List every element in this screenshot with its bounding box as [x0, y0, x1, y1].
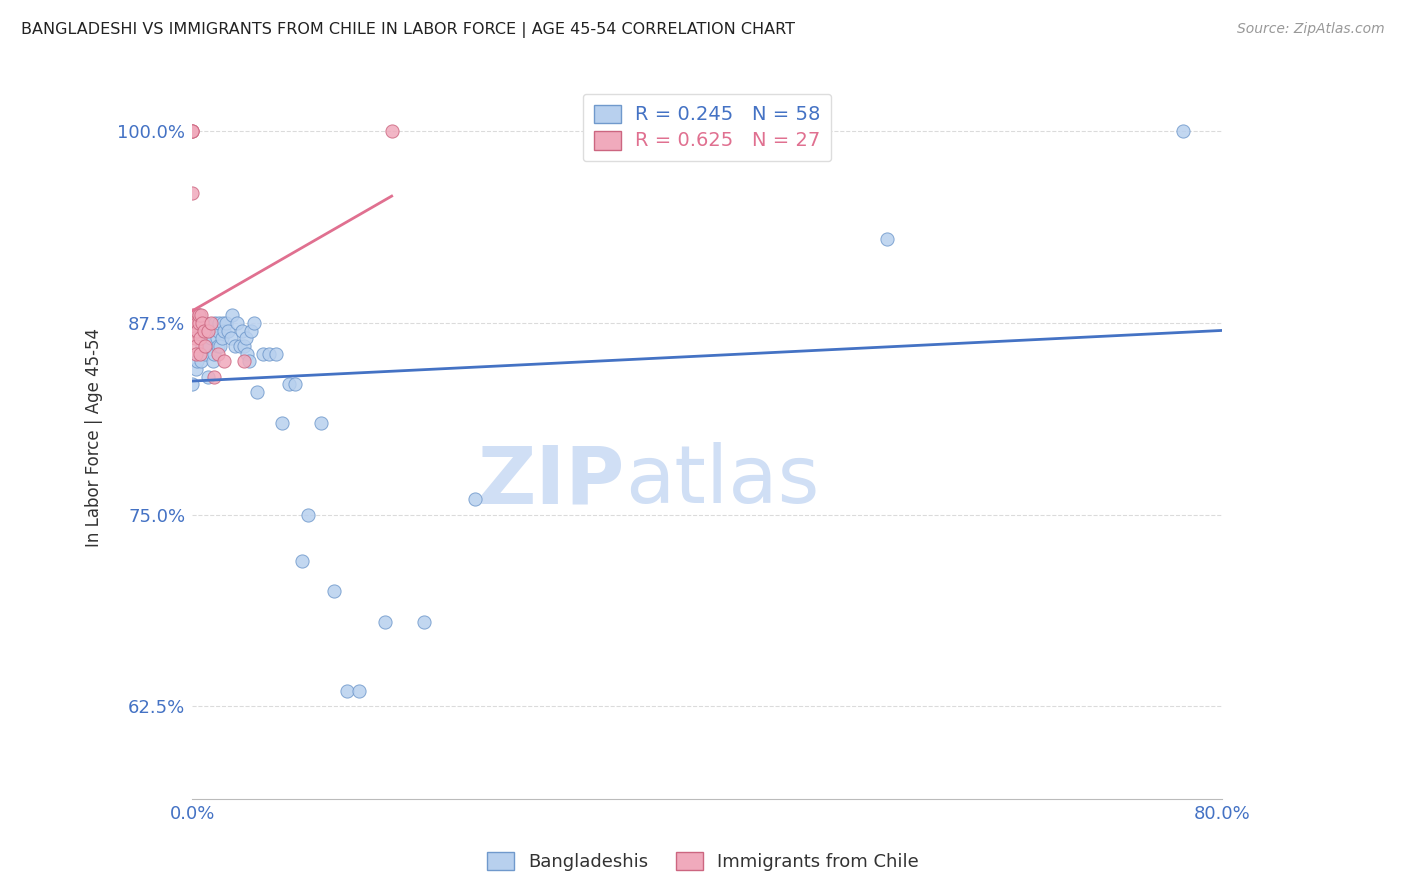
- Point: [1173, 124, 1195, 138]
- Point: [186, 316, 208, 330]
- Point: [277, 377, 299, 392]
- Point: [200, 316, 222, 330]
- Point: [224, 339, 246, 353]
- Point: [200, 331, 222, 345]
- Point: [221, 308, 243, 322]
- Point: [381, 124, 404, 138]
- Point: [207, 324, 229, 338]
- Point: [238, 354, 260, 368]
- Point: [197, 369, 219, 384]
- Point: [252, 346, 274, 360]
- Point: [208, 316, 231, 330]
- Point: [322, 584, 344, 599]
- Text: atlas: atlas: [624, 442, 820, 520]
- Point: [194, 346, 217, 360]
- Point: [191, 339, 214, 353]
- Point: [198, 339, 221, 353]
- Point: [187, 308, 209, 322]
- Point: [226, 316, 249, 330]
- Text: Source: ZipAtlas.com: Source: ZipAtlas.com: [1237, 22, 1385, 37]
- Point: [197, 324, 219, 338]
- Point: [181, 186, 204, 200]
- Point: [209, 339, 232, 353]
- Point: [187, 324, 209, 338]
- Text: BANGLADESHI VS IMMIGRANTS FROM CHILE IN LABOR FORCE | AGE 45-54 CORRELATION CHAR: BANGLADESHI VS IMMIGRANTS FROM CHILE IN …: [21, 22, 794, 38]
- Point: [194, 339, 217, 353]
- Point: [284, 377, 307, 392]
- Point: [232, 339, 254, 353]
- Point: [188, 346, 211, 360]
- Point: [245, 384, 267, 399]
- Point: [412, 615, 434, 629]
- Point: [259, 346, 281, 360]
- Point: [184, 339, 207, 353]
- Point: [271, 416, 294, 430]
- Point: [188, 331, 211, 345]
- Point: [202, 369, 225, 384]
- Point: [231, 324, 253, 338]
- Point: [186, 324, 208, 338]
- Point: [236, 346, 259, 360]
- Point: [229, 339, 252, 353]
- Point: [183, 324, 205, 338]
- Legend: R = 0.245   N = 58, R = 0.625   N = 27: R = 0.245 N = 58, R = 0.625 N = 27: [583, 94, 831, 161]
- Point: [183, 331, 205, 345]
- Point: [193, 324, 215, 338]
- Point: [207, 339, 229, 353]
- Point: [181, 124, 204, 138]
- Point: [193, 324, 215, 338]
- Text: ZIP: ZIP: [478, 442, 624, 520]
- Point: [183, 308, 205, 322]
- Y-axis label: In Labor Force | Age 45-54: In Labor Force | Age 45-54: [86, 328, 103, 548]
- Point: [264, 346, 287, 360]
- Point: [187, 308, 209, 322]
- Point: [235, 331, 257, 345]
- Point: [190, 308, 212, 322]
- Point: [202, 346, 225, 360]
- Point: [217, 324, 239, 338]
- Point: [204, 316, 226, 330]
- Point: [336, 684, 359, 698]
- Point: [290, 554, 312, 568]
- Point: [374, 615, 396, 629]
- Point: [191, 316, 214, 330]
- Point: [184, 346, 207, 360]
- Point: [214, 316, 236, 330]
- Point: [190, 354, 212, 368]
- Point: [194, 316, 217, 330]
- Point: [181, 124, 204, 138]
- Point: [297, 508, 319, 522]
- Legend: Bangladeshis, Immigrants from Chile: Bangladeshis, Immigrants from Chile: [479, 845, 927, 879]
- Point: [349, 684, 371, 698]
- Point: [186, 354, 208, 368]
- Point: [201, 354, 224, 368]
- Point: [212, 316, 235, 330]
- Point: [240, 324, 263, 338]
- Point: [214, 324, 236, 338]
- Point: [211, 331, 233, 345]
- Point: [205, 331, 228, 345]
- Point: [232, 354, 254, 368]
- Point: [181, 377, 204, 392]
- Point: [187, 316, 209, 330]
- Point: [243, 316, 266, 330]
- Point: [214, 354, 236, 368]
- Point: [181, 124, 204, 138]
- Point: [207, 346, 229, 360]
- Point: [183, 316, 205, 330]
- Point: [184, 362, 207, 376]
- Point: [219, 331, 242, 345]
- Point: [876, 231, 898, 245]
- Point: [195, 339, 218, 353]
- Point: [464, 492, 486, 507]
- Point: [309, 416, 332, 430]
- Point: [198, 324, 221, 338]
